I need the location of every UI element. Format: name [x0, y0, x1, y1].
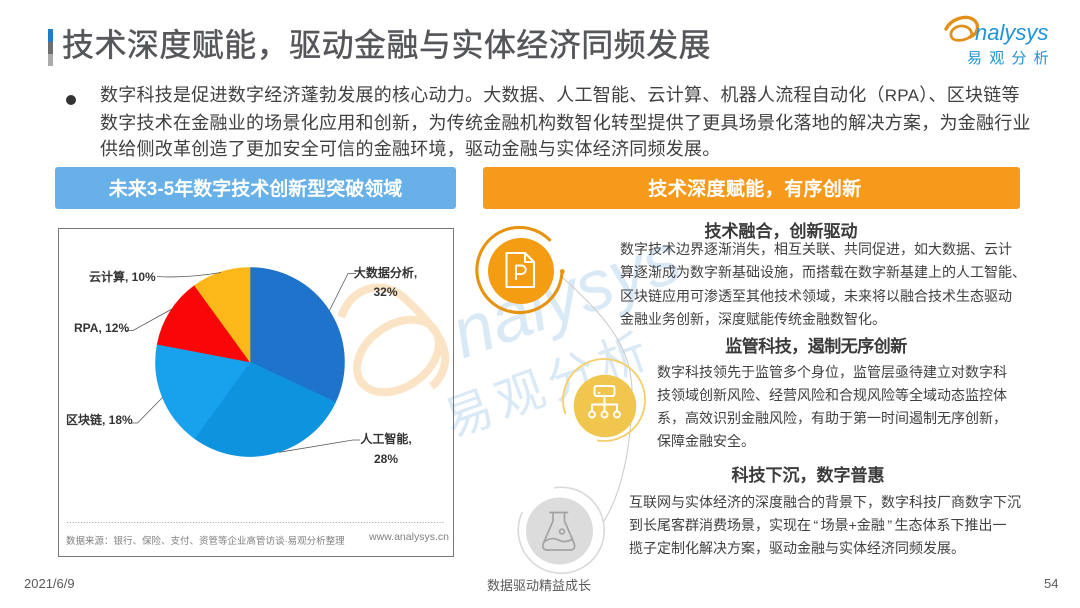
svg-text:nalysys: nalysys — [975, 20, 1048, 45]
